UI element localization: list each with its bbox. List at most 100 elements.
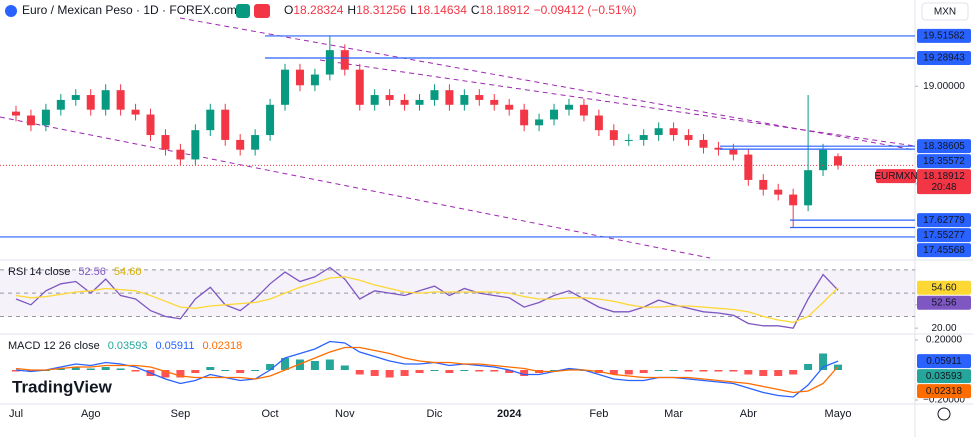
candle-body [804, 170, 813, 206]
candle-body [789, 194, 798, 206]
candle-body [729, 149, 738, 155]
candle-body [579, 104, 588, 116]
candle-body [400, 99, 409, 105]
histogram-bar [774, 370, 783, 376]
settings-button[interactable] [937, 407, 951, 421]
level-label: 17.55277 [923, 230, 965, 241]
y-tick-label: 0.20000 [926, 335, 963, 346]
brand: TradingView [12, 377, 113, 396]
candle-body [370, 95, 379, 105]
histogram-bar [714, 370, 723, 372]
candle-body [325, 50, 334, 75]
candle-body [699, 139, 708, 148]
legend-value: 0.05911 [155, 340, 194, 352]
histogram-bar [206, 367, 215, 370]
last-value-label-box [917, 384, 971, 399]
legend-value: 0.03593 [108, 340, 148, 352]
level-label: 17.45568 [923, 245, 965, 256]
candle-body [624, 139, 633, 141]
indicator-title: MACD 12 26 close [8, 340, 100, 352]
candle-body [490, 99, 499, 105]
candle-body [430, 90, 439, 100]
y-tick-label: 20.00 [931, 323, 956, 334]
histogram-bar [759, 370, 768, 376]
last-value-label: 52.56 [931, 297, 956, 308]
candle-body [146, 114, 155, 136]
x-tick-label: Mayo [825, 408, 852, 420]
candle-body [834, 156, 842, 166]
x-tick-label: Mar [664, 408, 683, 420]
candle-body [445, 90, 454, 105]
candle-body [520, 109, 529, 126]
histogram-bar [684, 370, 693, 372]
candle-body [101, 90, 110, 110]
candle-body [550, 109, 559, 120]
symbol-icon [5, 5, 17, 17]
trend-line [0, 116, 711, 259]
level-label: 18.38605 [923, 141, 965, 152]
ohlc-key: O [284, 3, 293, 17]
histogram-bar [804, 364, 813, 370]
histogram-bar [654, 370, 663, 371]
indicator-line [15, 276, 839, 323]
x-tick-label: Ago [81, 408, 101, 420]
level-label-box [917, 243, 971, 258]
ohlc-legend: O18.28324 H18.31256 L18.14634 C18.18912 −0.0… [284, 3, 636, 17]
x-tick-label: Nov [335, 408, 355, 420]
ohlc-key: C [471, 3, 480, 17]
candle-body [594, 115, 603, 131]
histogram-bar [56, 368, 65, 370]
candle-body [774, 189, 783, 195]
legend-value: 54.60 [114, 266, 142, 278]
candle-body [176, 149, 185, 160]
legend-value: 0.02318 [202, 340, 242, 352]
last-value-label: 54.60 [931, 282, 956, 293]
histogram-bar [161, 370, 170, 378]
indicator-line [15, 346, 839, 394]
histogram-bar [370, 370, 379, 376]
candle-body [116, 90, 125, 110]
histogram-bar [445, 370, 454, 373]
level-label-box [917, 228, 971, 243]
status-icon[interactable] [254, 4, 270, 18]
histogram-bar [12, 370, 20, 372]
histogram-bar [624, 370, 633, 375]
histogram-bar [490, 370, 499, 372]
last-price-label-countdown: 20:48 [931, 182, 956, 193]
candle-body [161, 135, 170, 150]
histogram-bar [744, 370, 753, 375]
candle-body [819, 149, 828, 171]
symbol-label: EURMXN [874, 171, 917, 182]
candle-body [535, 119, 544, 126]
x-tick-label: 2024 [497, 408, 522, 420]
last-value-label-box [917, 354, 971, 369]
histogram-bar [340, 365, 349, 370]
histogram-bar [101, 367, 110, 370]
x-tick-label: Jul [9, 408, 23, 420]
last-value-label-box [917, 369, 971, 384]
histogram-bar [325, 359, 334, 370]
candle-body [714, 147, 723, 150]
level-label-box [917, 213, 971, 228]
ohlc-key: L [410, 3, 417, 17]
histogram-bar [460, 370, 469, 371]
ohlc-value: 18.31256 [356, 3, 406, 17]
histogram-bar [116, 368, 125, 370]
candle-body [131, 109, 140, 115]
histogram-bar [355, 370, 364, 375]
candle-body [564, 104, 573, 110]
last-value-label: 0.03593 [926, 371, 963, 382]
ohlc-value: 18.14634 [417, 3, 467, 17]
histogram-bar [789, 370, 798, 375]
candle-body [415, 99, 424, 105]
last-price-label: 18.18912 [923, 171, 965, 182]
currency-button[interactable] [921, 2, 969, 21]
histogram-bar [266, 364, 275, 370]
candle-body [355, 69, 364, 105]
histogram-bar [71, 367, 80, 370]
candle-body [310, 74, 319, 86]
symbol-label-box [876, 169, 916, 184]
status-icon[interactable] [236, 4, 250, 18]
last-value-label-box [917, 280, 971, 295]
